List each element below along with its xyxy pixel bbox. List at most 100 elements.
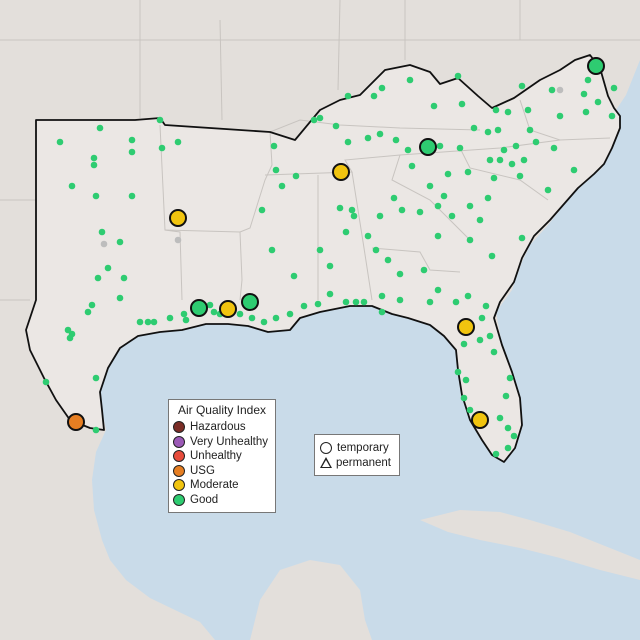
small-monitor-dot[interactable]: [490, 174, 498, 182]
monitor-florida-south[interactable]: [471, 411, 489, 429]
small-monitor-dot[interactable]: [300, 302, 308, 310]
small-monitor-dot[interactable]: [272, 314, 280, 322]
monitor-louisiana-3[interactable]: [219, 300, 237, 318]
small-monitor-dot[interactable]: [464, 292, 472, 300]
small-monitor-dot[interactable]: [398, 206, 406, 214]
small-monitor-dot[interactable]: [210, 308, 218, 316]
small-monitor-dot[interactable]: [278, 182, 286, 190]
small-monitor-dot[interactable]: [420, 266, 428, 274]
small-monitor-dot[interactable]: [384, 256, 392, 264]
small-monitor-dot[interactable]: [344, 138, 352, 146]
small-monitor-dot[interactable]: [128, 136, 136, 144]
small-monitor-dot[interactable]: [464, 168, 472, 176]
small-monitor-dot[interactable]: [116, 238, 124, 246]
small-monitor-dot[interactable]: [510, 432, 518, 440]
small-monitor-dot[interactable]: [484, 194, 492, 202]
small-monitor-dot[interactable]: [508, 160, 516, 168]
small-monitor-dot[interactable]: [270, 142, 278, 150]
small-monitor-dot[interactable]: [396, 270, 404, 278]
small-monitor-dot[interactable]: [260, 318, 268, 326]
small-monitor-dot[interactable]: [416, 208, 424, 216]
small-monitor-dot[interactable]: [42, 378, 50, 386]
small-monitor-dot[interactable]: [436, 142, 444, 150]
small-monitor-dot[interactable]: [544, 186, 552, 194]
small-monitor-dot[interactable]: [496, 414, 504, 422]
small-monitor-dot[interactable]: [488, 252, 496, 260]
small-monitor-dot[interactable]: [258, 206, 266, 214]
small-monitor-dot[interactable]: [444, 170, 452, 178]
small-monitor-dot[interactable]: [286, 310, 294, 318]
small-monitor-dot[interactable]: [92, 426, 100, 434]
small-monitor-dot[interactable]: [336, 204, 344, 212]
small-monitor-dot[interactable]: [64, 326, 72, 334]
monitor-louisiana-1[interactable]: [190, 299, 208, 317]
small-monitor-dot[interactable]: [434, 232, 442, 240]
small-monitor-dot[interactable]: [484, 128, 492, 136]
small-monitor-dot[interactable]: [408, 162, 416, 170]
small-monitor-dot[interactable]: [104, 264, 112, 272]
small-monitor-dot[interactable]: [478, 314, 486, 322]
small-monitor-dot[interactable]: [378, 308, 386, 316]
small-monitor-dot[interactable]: [94, 274, 102, 282]
small-monitor-dot[interactable]: [470, 124, 478, 132]
small-monitor-dot[interactable]: [90, 154, 98, 162]
monitor-ne-virginia[interactable]: [587, 57, 605, 75]
small-monitor-dot[interactable]: [348, 206, 356, 214]
small-monitor-dot[interactable]: [462, 376, 470, 384]
small-monitor-dot[interactable]: [128, 192, 136, 200]
small-monitor-dot[interactable]: [136, 318, 144, 326]
small-monitor-dot[interactable]: [494, 126, 502, 134]
small-monitor-dot[interactable]: [120, 274, 128, 282]
small-monitor-dot[interactable]: [506, 374, 514, 382]
small-monitor-dot[interactable]: [310, 116, 318, 124]
small-monitor-dot[interactable]: [500, 146, 508, 154]
small-monitor-dot[interactable]: [166, 314, 174, 322]
small-monitor-dot[interactable]: [376, 212, 384, 220]
small-monitor-dot[interactable]: [466, 236, 474, 244]
small-monitor-dot[interactable]: [526, 126, 534, 134]
small-monitor-dot[interactable]: [426, 298, 434, 306]
small-monitor-dot[interactable]: [454, 368, 462, 376]
small-monitor-dot[interactable]: [452, 298, 460, 306]
small-monitor-dot[interactable]: [248, 314, 256, 322]
monitor-louisiana-2[interactable]: [241, 293, 259, 311]
small-monitor-dot[interactable]: [518, 82, 526, 90]
small-monitor-dot[interactable]: [92, 192, 100, 200]
small-monitor-dot[interactable]: [98, 228, 106, 236]
small-monitor-dot[interactable]: [174, 138, 182, 146]
small-monitor-dot[interactable]: [292, 172, 300, 180]
monitor-alabama[interactable]: [332, 163, 350, 181]
small-monitor-dot[interactable]: [360, 298, 368, 306]
small-monitor-dot[interactable]: [290, 272, 298, 280]
monitor-south-texas[interactable]: [67, 413, 85, 431]
small-monitor-dot[interactable]: [92, 374, 100, 382]
small-monitor-dot[interactable]: [580, 90, 588, 98]
small-monitor-dot[interactable]: [486, 332, 494, 340]
small-monitor-dot[interactable]: [268, 246, 276, 254]
small-monitor-dot[interactable]: [364, 134, 372, 142]
small-monitor-dot[interactable]: [492, 106, 500, 114]
small-monitor-dot[interactable]: [434, 286, 442, 294]
small-monitor-dot[interactable]: [56, 138, 64, 146]
small-monitor-dot[interactable]: [326, 262, 334, 270]
inactive-monitor-dot[interactable]: [100, 240, 108, 248]
small-monitor-dot[interactable]: [524, 106, 532, 114]
small-monitor-dot[interactable]: [182, 316, 190, 324]
small-monitor-dot[interactable]: [512, 142, 520, 150]
small-monitor-dot[interactable]: [492, 450, 500, 458]
small-monitor-dot[interactable]: [378, 84, 386, 92]
small-monitor-dot[interactable]: [150, 318, 158, 326]
small-monitor-dot[interactable]: [482, 302, 490, 310]
monitor-arkansas[interactable]: [169, 209, 187, 227]
small-monitor-dot[interactable]: [430, 102, 438, 110]
small-monitor-dot[interactable]: [66, 334, 74, 342]
small-monitor-dot[interactable]: [392, 136, 400, 144]
small-monitor-dot[interactable]: [584, 76, 592, 84]
small-monitor-dot[interactable]: [570, 166, 578, 174]
small-monitor-dot[interactable]: [476, 336, 484, 344]
small-monitor-dot[interactable]: [458, 100, 466, 108]
small-monitor-dot[interactable]: [396, 296, 404, 304]
small-monitor-dot[interactable]: [390, 194, 398, 202]
small-monitor-dot[interactable]: [440, 192, 448, 200]
